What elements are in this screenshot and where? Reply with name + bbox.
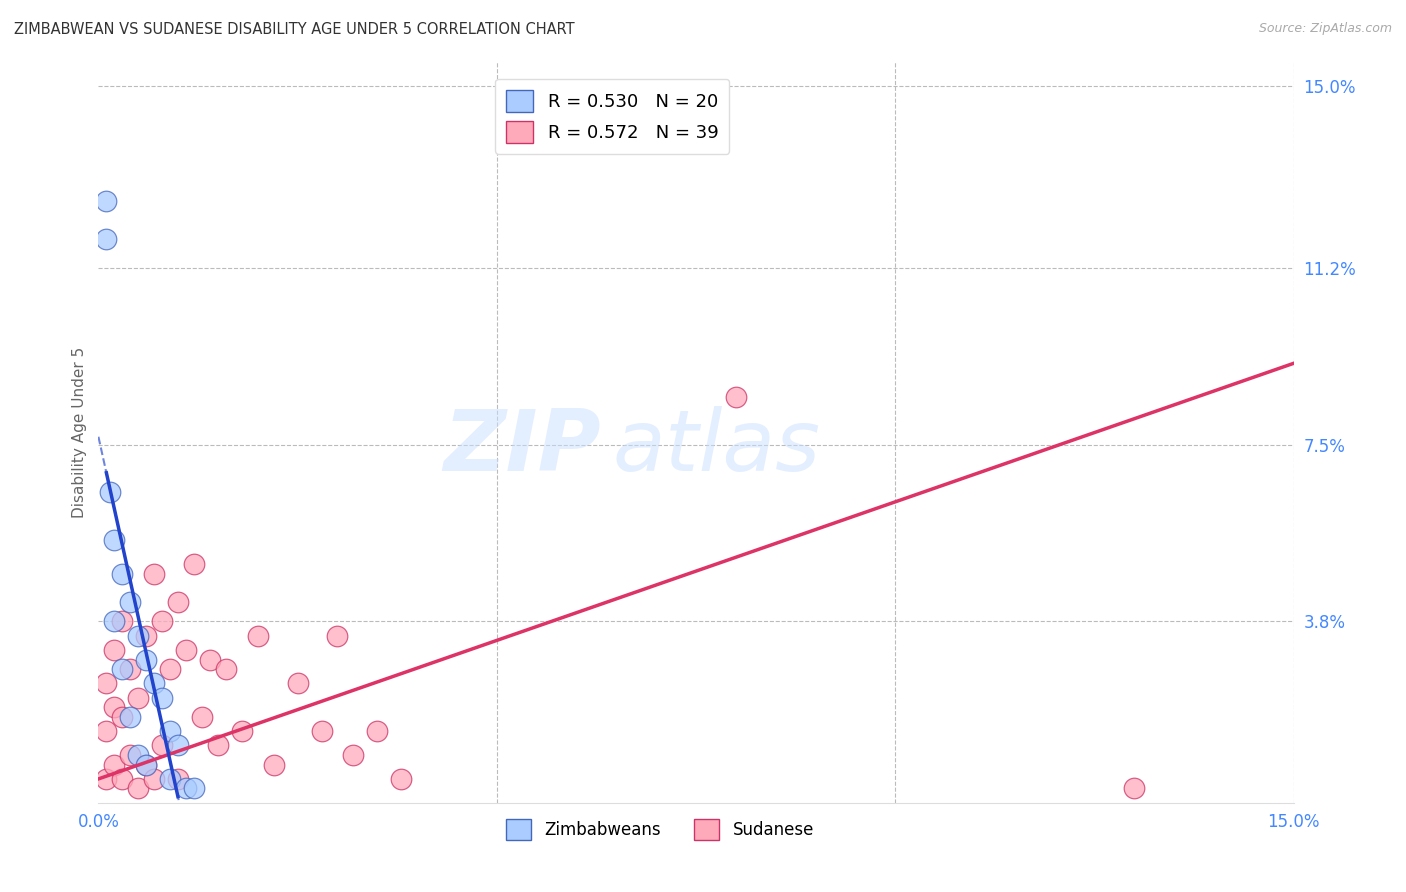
Point xyxy=(111,615,134,629)
Point xyxy=(96,724,118,739)
Legend: Zimbabweans, Sudanese: Zimbabweans, Sudanese xyxy=(499,813,821,847)
Point xyxy=(246,629,269,643)
Point xyxy=(127,781,149,796)
Point xyxy=(207,739,229,753)
Point xyxy=(96,232,118,246)
Point xyxy=(150,690,173,705)
Point xyxy=(111,662,134,676)
Point xyxy=(159,724,181,739)
Point xyxy=(167,595,190,609)
Point xyxy=(127,747,149,762)
Point xyxy=(287,676,309,690)
Point xyxy=(183,557,205,571)
Point xyxy=(103,615,125,629)
Point xyxy=(111,710,134,724)
Point xyxy=(103,700,125,714)
Point xyxy=(389,772,412,786)
Point xyxy=(150,615,173,629)
Point xyxy=(120,710,142,724)
Point xyxy=(150,739,173,753)
Point xyxy=(135,652,157,666)
Point xyxy=(174,781,197,796)
Point xyxy=(96,676,118,690)
Text: Source: ZipAtlas.com: Source: ZipAtlas.com xyxy=(1258,22,1392,36)
Point xyxy=(167,772,190,786)
Point xyxy=(111,566,134,581)
Point xyxy=(120,595,142,609)
Point xyxy=(96,194,118,208)
Point xyxy=(135,757,157,772)
Point xyxy=(135,629,157,643)
Point xyxy=(174,643,197,657)
Point xyxy=(143,676,166,690)
Point xyxy=(159,662,181,676)
Point xyxy=(342,747,364,762)
Point xyxy=(326,629,349,643)
Point xyxy=(127,629,149,643)
Point xyxy=(98,485,122,500)
Point xyxy=(135,757,157,772)
Point xyxy=(103,757,125,772)
Point xyxy=(366,724,388,739)
Point xyxy=(183,781,205,796)
Point xyxy=(96,772,118,786)
Text: ZIP: ZIP xyxy=(443,406,600,489)
Point xyxy=(103,533,125,547)
Point xyxy=(215,662,238,676)
Point xyxy=(159,772,181,786)
Point xyxy=(263,757,285,772)
Point xyxy=(167,739,190,753)
Point xyxy=(143,772,166,786)
Point xyxy=(191,710,214,724)
Point xyxy=(311,724,333,739)
Point xyxy=(120,747,142,762)
Y-axis label: Disability Age Under 5: Disability Age Under 5 xyxy=(72,347,87,518)
Point xyxy=(724,390,747,404)
Point xyxy=(143,566,166,581)
Text: ZIMBABWEAN VS SUDANESE DISABILITY AGE UNDER 5 CORRELATION CHART: ZIMBABWEAN VS SUDANESE DISABILITY AGE UN… xyxy=(14,22,575,37)
Point xyxy=(120,662,142,676)
Point xyxy=(198,652,221,666)
Point xyxy=(1123,781,1146,796)
Point xyxy=(111,772,134,786)
Point xyxy=(103,643,125,657)
Point xyxy=(127,690,149,705)
Text: atlas: atlas xyxy=(613,406,820,489)
Point xyxy=(231,724,253,739)
